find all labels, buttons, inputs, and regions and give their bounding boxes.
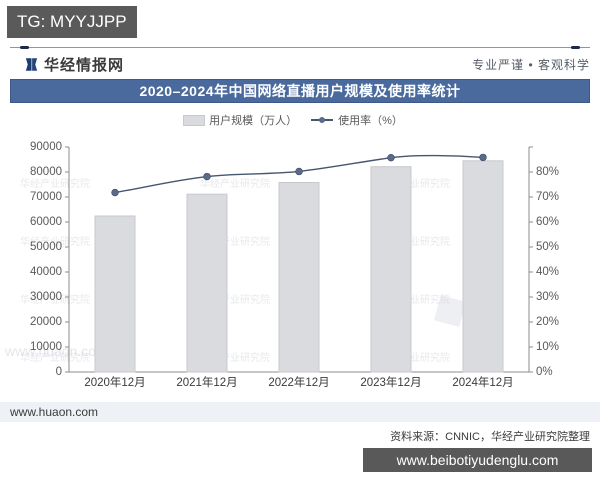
svg-text:2020年12月: 2020年12月 <box>84 375 145 389</box>
svg-text:30000: 30000 <box>30 291 62 303</box>
svg-text:2024年12月: 2024年12月 <box>452 375 513 389</box>
svg-text:50000: 50000 <box>30 241 62 253</box>
svg-text:70000: 70000 <box>30 191 62 203</box>
svg-text:40%: 40% <box>536 266 559 278</box>
svg-text:80%: 80% <box>536 166 559 178</box>
svg-text:2022年12月: 2022年12月 <box>268 375 329 389</box>
svg-text:80000: 80000 <box>30 166 62 178</box>
svg-text:2023年12月: 2023年12月 <box>360 375 421 389</box>
svg-text:90000: 90000 <box>30 141 62 153</box>
svg-text:20%: 20% <box>536 316 559 328</box>
svg-text:40000: 40000 <box>30 266 62 278</box>
svg-text:10000: 10000 <box>30 341 62 353</box>
svg-text:70%: 70% <box>536 191 559 203</box>
svg-text:2021年12月: 2021年12月 <box>176 375 237 389</box>
svg-text:60%: 60% <box>536 216 559 228</box>
svg-text:50%: 50% <box>536 241 559 253</box>
svg-text:30%: 30% <box>536 291 559 303</box>
svg-text:10%: 10% <box>536 341 559 353</box>
svg-text:0%: 0% <box>536 366 553 378</box>
svg-text:20000: 20000 <box>30 316 62 328</box>
svg-text:0: 0 <box>56 366 62 378</box>
svg-text:60000: 60000 <box>30 216 62 228</box>
